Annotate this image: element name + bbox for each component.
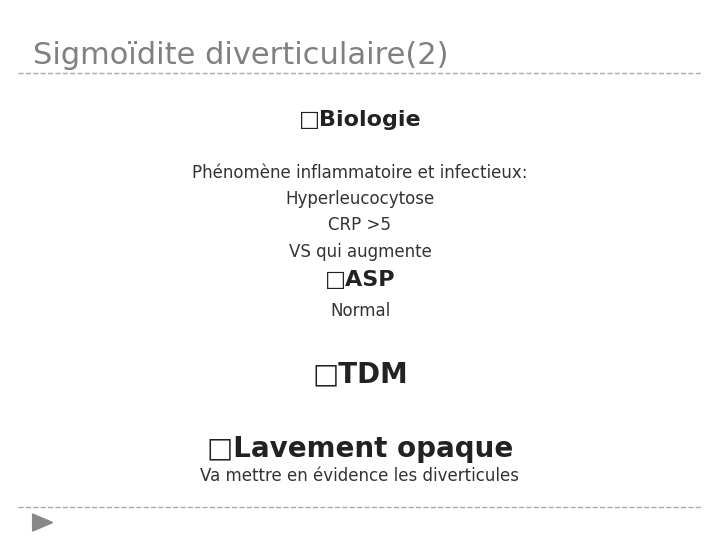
Polygon shape (32, 514, 53, 531)
Text: □Biologie: □Biologie (299, 111, 421, 131)
Text: □Lavement opaque: □Lavement opaque (207, 435, 513, 463)
Text: Phénomène inflammatoire et infectieux:
Hyperleucocytose
CRP >5
VS qui augmente: Phénomène inflammatoire et infectieux: H… (192, 164, 528, 261)
Text: Sigmoïdite diverticulaire(2): Sigmoïdite diverticulaire(2) (32, 42, 448, 70)
Text: Va mettre en évidence les diverticules: Va mettre en évidence les diverticules (200, 467, 520, 485)
Text: □TDM: □TDM (312, 360, 408, 388)
Text: Normal: Normal (330, 302, 390, 320)
Text: □ASP: □ASP (325, 270, 395, 290)
